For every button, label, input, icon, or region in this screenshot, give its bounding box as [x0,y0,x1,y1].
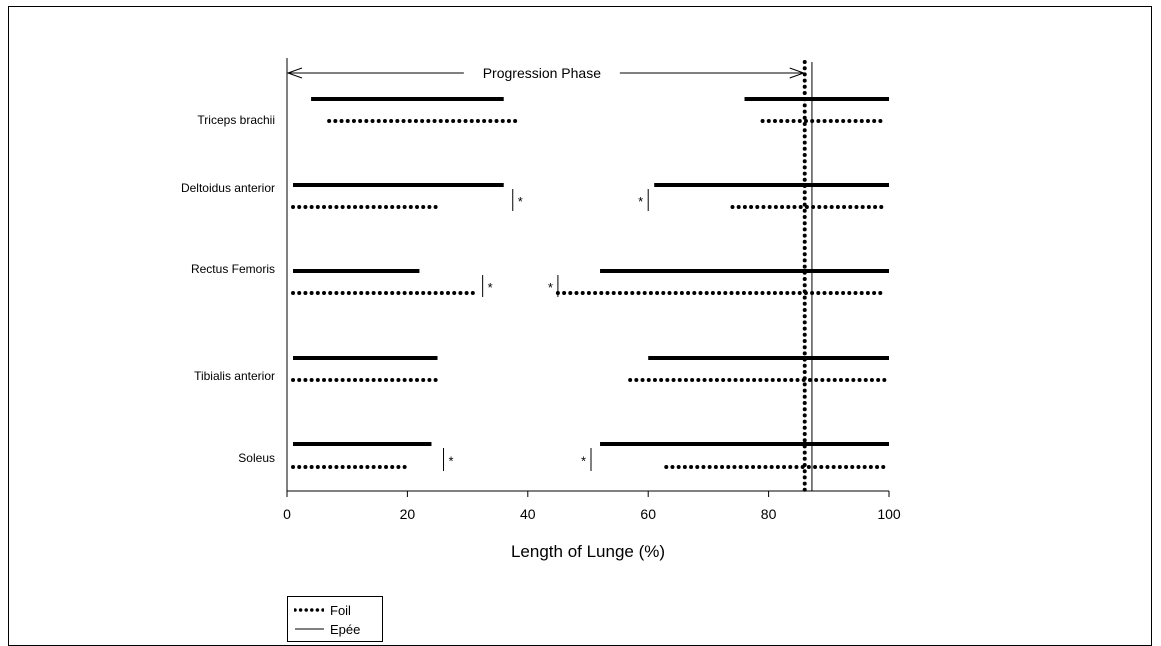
significance-asterisk: * [581,454,586,469]
x-tick-label-20: 20 [400,506,416,522]
legend: Foil Epée [287,596,383,642]
x-tick-label-0: 0 [283,506,291,522]
significance-asterisk: * [548,280,553,295]
legend-item-foil: Foil [294,600,351,620]
x-axis-label: Length of Lunge (%) [511,542,665,561]
legend-label-foil: Foil [330,602,351,618]
significance-asterisk: * [638,194,643,209]
figure-frame [8,6,1152,646]
progression-phase-label: Progression Phase [483,65,602,81]
legend-swatch-epee [295,628,324,630]
muscle-label: Triceps brachii [197,113,275,127]
significance-asterisk: * [449,454,454,469]
significance-asterisk: * [518,194,523,209]
muscle-label: Tibialis anterior [194,369,275,383]
legend-label-epee: Epée [330,621,361,637]
muscle-label: Soleus [238,451,275,465]
x-tick-label-40: 40 [520,506,536,522]
arrow-head-left [286,67,303,79]
legend-swatch-foil [294,608,324,612]
significance-asterisk: * [488,280,493,295]
muscle-label: Rectus Femoris [191,262,275,276]
x-tick-label-60: 60 [640,506,656,522]
muscle-label: Deltoidus anterior [181,181,275,195]
x-tick-label-80: 80 [761,506,777,522]
arrow-head-right [789,67,806,79]
legend-item-epee: Epée [294,619,360,639]
x-tick-label-100: 100 [877,506,901,522]
